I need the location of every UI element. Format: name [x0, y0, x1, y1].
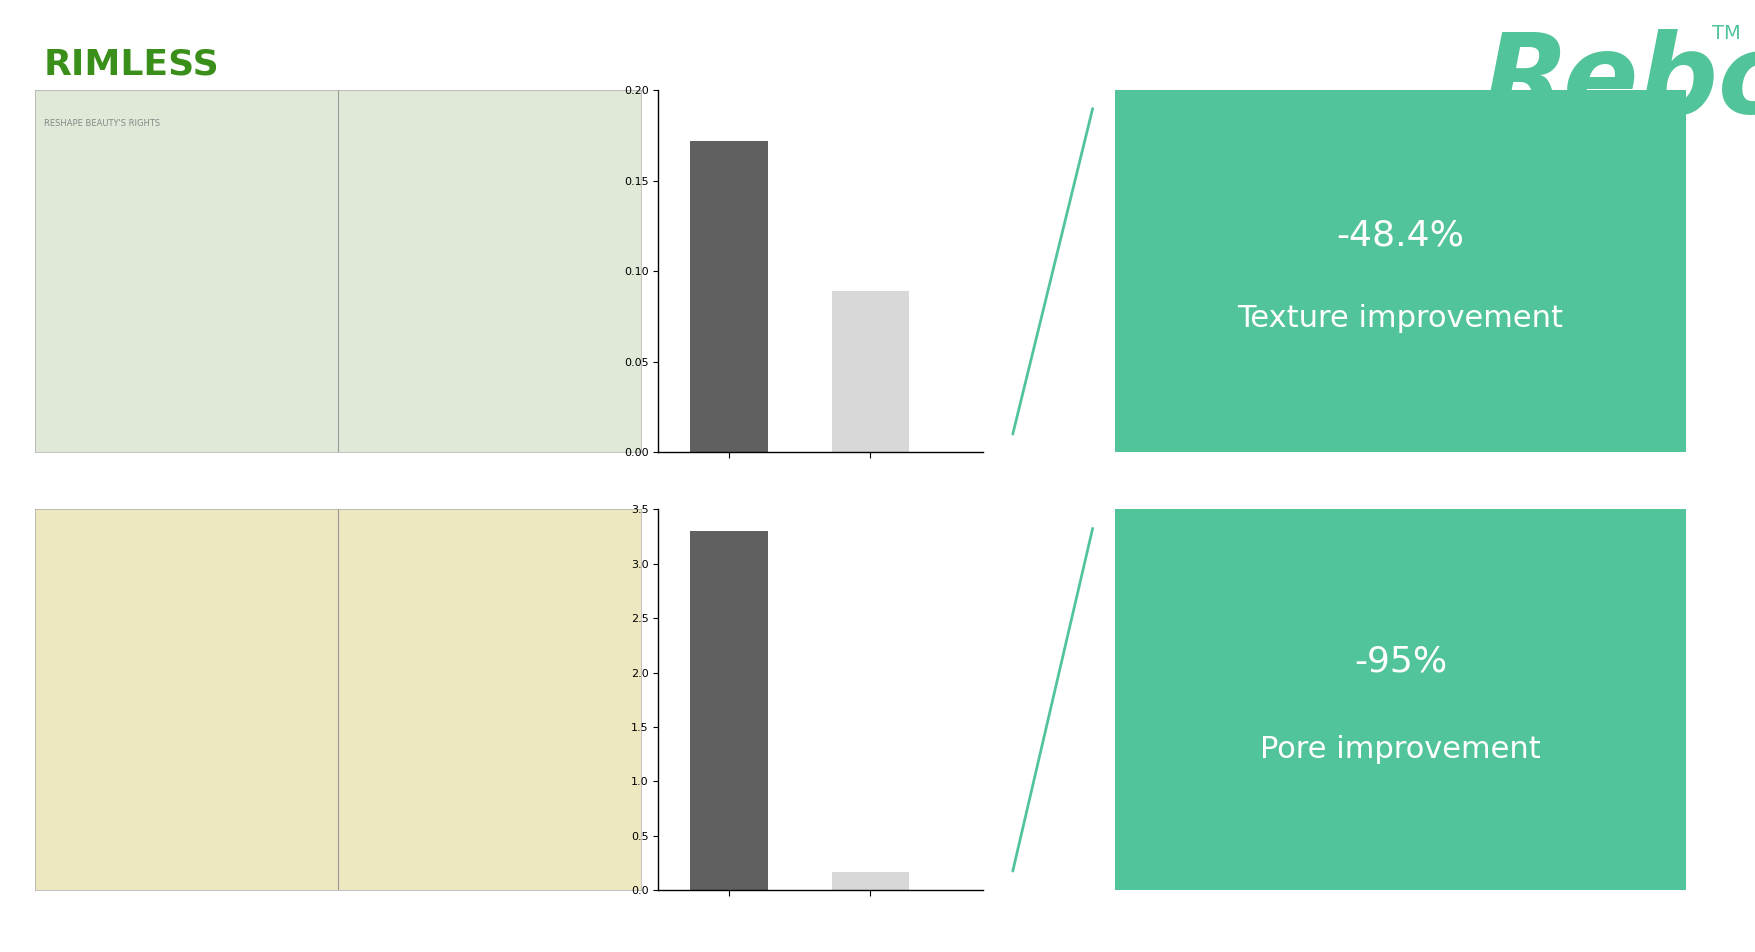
Text: -95%: -95% — [1353, 645, 1446, 679]
Text: Texture improvement: Texture improvement — [1237, 304, 1562, 333]
Text: RIMLESS: RIMLESS — [44, 48, 219, 82]
FancyBboxPatch shape — [1114, 90, 1685, 452]
Bar — [690, 531, 767, 890]
FancyBboxPatch shape — [1114, 509, 1685, 890]
Text: -48.4%: -48.4% — [1336, 218, 1464, 252]
Bar — [690, 141, 767, 452]
Text: Pore improvement: Pore improvement — [1260, 735, 1539, 764]
Bar — [832, 872, 909, 890]
Text: TM: TM — [1711, 24, 1739, 43]
Text: RESHAPE BEAUTY'S RIGHTS: RESHAPE BEAUTY'S RIGHTS — [44, 119, 160, 128]
Bar — [832, 291, 909, 452]
Text: Reborn: Reborn — [1483, 29, 1755, 135]
